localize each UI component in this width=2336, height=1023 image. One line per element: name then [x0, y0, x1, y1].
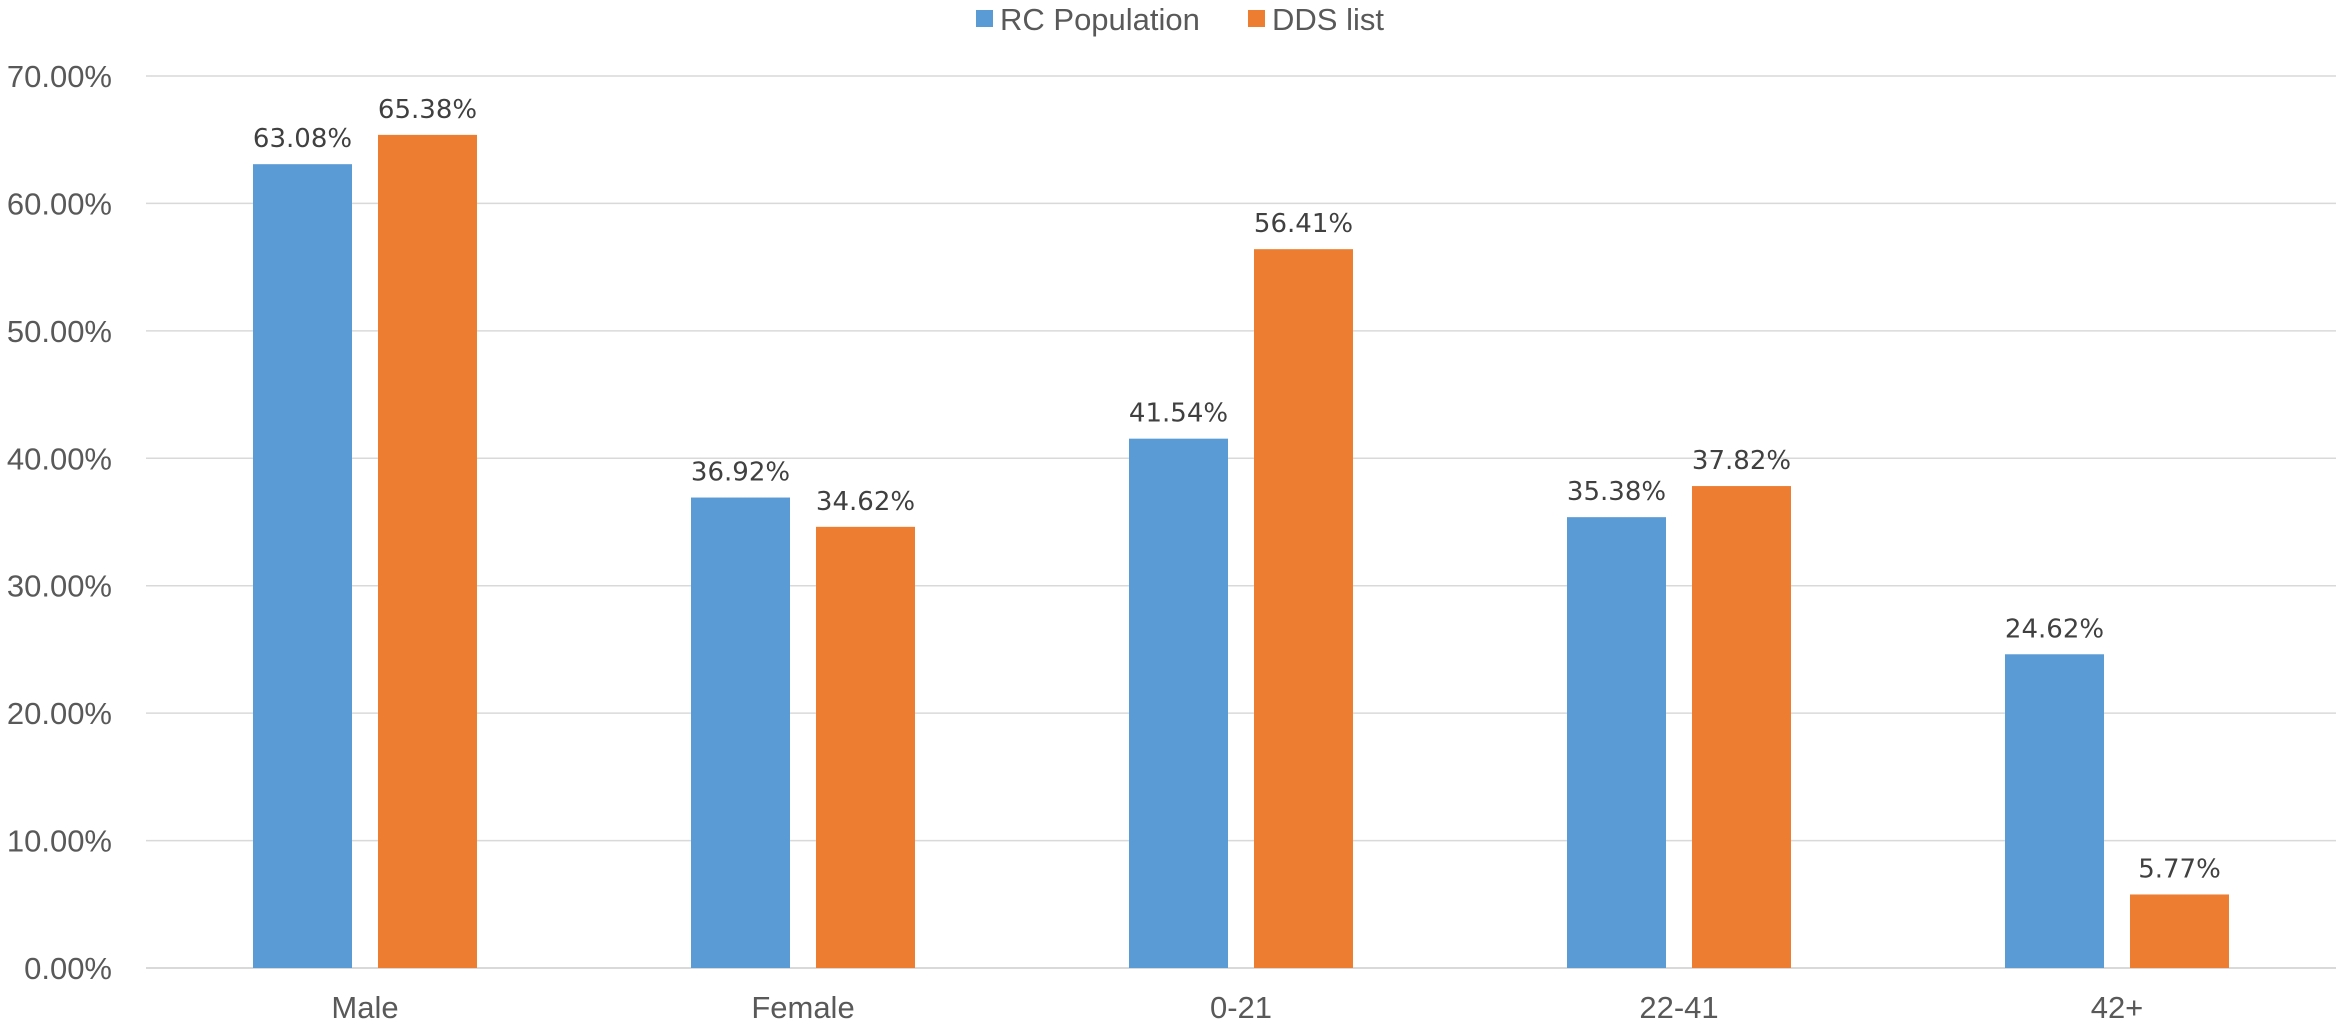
y-tick-label: 10.00% [7, 824, 112, 859]
bar-dds-list-male [378, 134, 477, 968]
data-label: 35.38% [1567, 477, 1666, 507]
data-label: 24.62% [2005, 614, 2104, 644]
bar-dds-list-female [816, 526, 915, 968]
legend-swatch [976, 10, 993, 27]
data-label: 65.38% [378, 95, 477, 125]
legend-label: RC Population [1000, 2, 1200, 37]
data-label: 41.54% [1129, 399, 1228, 429]
legend: RC Population DDS list [976, 2, 1384, 37]
bar-dds-list-0-21 [1254, 249, 1353, 969]
bar-rc-population-male [253, 164, 352, 969]
y-axis-ticks: 0.00% 10.00% 20.00% 30.00% 40.00% 50.00% 60.00… [7, 59, 112, 986]
x-category-label: Female [751, 990, 854, 1023]
bars [253, 134, 2229, 969]
bar-rc-population-female [691, 497, 790, 968]
bar-rc-population-22-41 [1567, 517, 1666, 968]
x-category-label: 0-21 [1210, 990, 1272, 1023]
bar-dds-list-22-41 [1692, 486, 1791, 968]
bar-rc-population-0-21 [1129, 438, 1228, 968]
data-labels: 63.08% 65.38% 36.92% 34.62% 41.54% 56.41% 35.3… [253, 95, 2221, 885]
y-tick-label: 20.00% [7, 696, 112, 731]
legend-label: DDS list [1272, 2, 1384, 37]
legend-swatch [1248, 10, 1265, 27]
x-category-label: Male [331, 990, 398, 1023]
data-label: 56.41% [1254, 209, 1353, 239]
y-tick-label: 60.00% [7, 186, 112, 221]
bar-rc-population-42- [2005, 654, 2104, 968]
bar-dds-list-42- [2130, 894, 2229, 968]
gridlines [146, 75, 2336, 969]
y-tick-label: 30.00% [7, 569, 112, 604]
y-tick-label: 70.00% [7, 59, 112, 94]
data-label: 37.82% [1692, 446, 1791, 476]
x-category-label: 42+ [2091, 990, 2144, 1023]
y-tick-label: 0.00% [24, 951, 112, 986]
data-label: 36.92% [691, 458, 790, 488]
data-label: 34.62% [816, 487, 915, 517]
data-label: 63.08% [253, 124, 352, 154]
data-label: 5.77% [2138, 854, 2221, 884]
x-axis-categories: Male Female 0-21 22-41 42+ [331, 990, 2143, 1023]
y-tick-label: 40.00% [7, 441, 112, 476]
y-tick-label: 50.00% [7, 314, 112, 349]
x-category-label: 22-41 [1639, 990, 1718, 1023]
